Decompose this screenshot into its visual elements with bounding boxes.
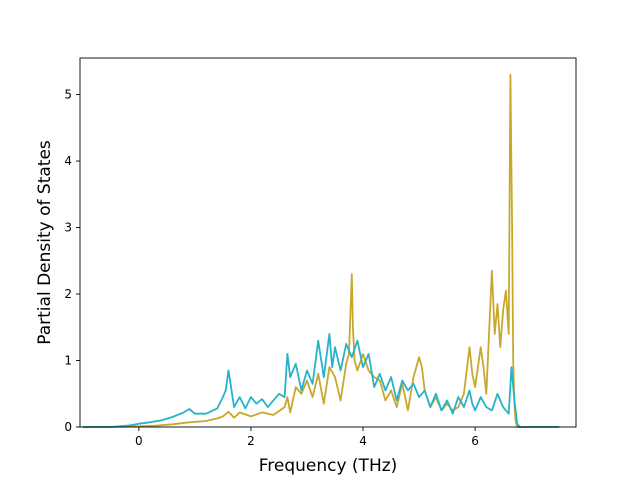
x-tick-label: 2 xyxy=(247,434,255,448)
y-tick-label: 4 xyxy=(64,154,72,168)
y-tick-label: 3 xyxy=(64,221,72,235)
x-tick-label: 0 xyxy=(135,434,143,448)
x-tick-label: 4 xyxy=(359,434,367,448)
series-line-1 xyxy=(82,73,560,428)
y-tick-label: 5 xyxy=(64,88,72,102)
y-axis-ticks: 0 1 2 3 4 5 xyxy=(64,88,80,434)
plot-frame xyxy=(79,57,577,428)
series-line-2 xyxy=(82,332,560,428)
y-tick-label: 1 xyxy=(64,354,72,368)
x-axis-label: Frequency (THz) xyxy=(259,456,398,476)
y-tick-label: 2 xyxy=(64,287,72,301)
x-tick-label: 6 xyxy=(471,434,479,448)
y-axis-label: Partial Density of States xyxy=(35,140,55,345)
y-tick-label: 0 xyxy=(64,420,72,434)
series-layer xyxy=(82,73,560,428)
x-axis-ticks: 0 2 4 6 xyxy=(135,427,479,448)
